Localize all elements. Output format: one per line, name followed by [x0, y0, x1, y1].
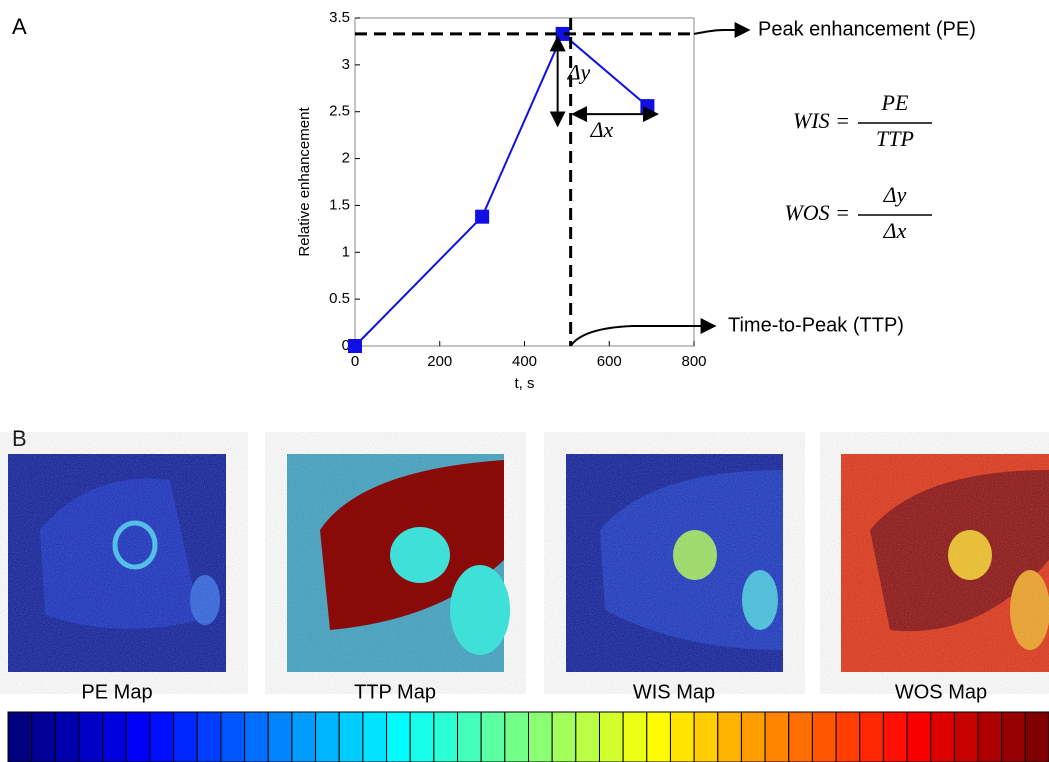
colorbar-segment	[646, 711, 671, 762]
colorbar-segment	[1024, 711, 1049, 762]
colorbar-segment	[504, 711, 530, 762]
data-point	[348, 339, 362, 353]
colorbar-segment	[409, 711, 435, 762]
colorbar-segment	[882, 711, 908, 762]
colorbar-segment	[859, 711, 884, 762]
panel-label: B	[12, 426, 27, 451]
y-axis-label: Relative enhancement	[296, 107, 313, 257]
formula-lhs: WIS =	[793, 108, 850, 133]
ttp-annotation: Time-to-Peak (TTP)	[728, 314, 904, 336]
colorbar-segment	[906, 711, 932, 762]
colorbar-segment	[1001, 711, 1026, 762]
colorbar-segment	[764, 711, 790, 762]
colorbar-segment	[953, 711, 979, 762]
formula-lhs: WOS =	[784, 200, 850, 225]
x-tick-label: 0	[351, 353, 359, 370]
x-tick-label: 200	[427, 353, 452, 370]
wos-map-image	[841, 454, 1049, 672]
colorbar-segment	[173, 711, 198, 762]
colorbar-segment	[291, 711, 317, 762]
colorbar-segment	[528, 711, 553, 762]
maps	[8, 454, 1049, 672]
colorbar-segment	[125, 711, 151, 762]
colorbar-segment	[811, 711, 837, 762]
dx-label: Δx	[590, 117, 614, 142]
colorbar-segment	[788, 711, 813, 762]
wis-map-image	[566, 454, 783, 672]
formula-denominator: Δx	[883, 218, 907, 243]
series-line	[354, 32, 649, 347]
colorbar-segment	[102, 711, 127, 762]
panel-label: A	[12, 14, 27, 39]
y-tick-label: 1	[342, 243, 350, 260]
colorbar-segment	[433, 711, 459, 762]
colorbar-segment	[31, 711, 56, 762]
data-point	[475, 209, 490, 224]
pe-callout	[693, 22, 751, 38]
colorbar-segment	[622, 711, 648, 762]
colorbar-segment	[78, 711, 104, 762]
colorbar-segment	[149, 711, 175, 762]
colorbar-segment	[362, 711, 388, 762]
colorbar-segment	[740, 711, 766, 762]
colorbar-segment	[196, 711, 222, 762]
x-axis-label: t, s	[514, 375, 534, 392]
y-tick-label: 0.5	[329, 290, 350, 307]
colorbar-segment	[244, 711, 269, 762]
colorbar-segment	[575, 711, 600, 762]
colorbar-segment	[551, 711, 577, 762]
map-label: WOS Map	[895, 681, 987, 703]
colorbar-segment	[480, 711, 506, 762]
colorbar-segment	[598, 711, 624, 762]
colorbar-segment	[220, 711, 246, 762]
plot-frame	[354, 17, 695, 347]
colorbar-segment	[977, 711, 1003, 762]
dy-label: Δy	[567, 59, 591, 84]
x-tick-label: 600	[597, 353, 622, 370]
y-tick-label: 2	[342, 150, 350, 167]
colorbar-segment	[930, 711, 955, 762]
ttp-map-image	[287, 454, 510, 672]
formula-numerator: Δy	[883, 182, 907, 207]
colorbar-segment	[7, 711, 33, 762]
colorbar-segment	[267, 711, 293, 762]
map-label: TTP Map	[354, 681, 436, 703]
pe-annotation: Peak enhancement (PE)	[758, 18, 976, 40]
formula-denominator: TTP	[876, 126, 914, 151]
colorbar-segment	[54, 711, 80, 762]
colorbar-segment	[717, 711, 742, 762]
formula-numerator: PE	[881, 90, 909, 115]
y-tick-label: 0	[342, 337, 350, 354]
colorbar-segment	[693, 711, 719, 762]
colorbar-segment	[835, 711, 861, 762]
colorbar-segment	[338, 711, 364, 762]
colorbar-segment	[315, 711, 340, 762]
map-label: PE Map	[81, 681, 152, 703]
y-tick-label: 2.5	[329, 103, 350, 120]
x-tick-label: 400	[512, 353, 537, 370]
y-tick-label: 1.5	[329, 196, 350, 213]
colorbar-segment	[669, 711, 695, 762]
ttp-callout	[569, 318, 717, 347]
y-tick-label: 3	[342, 56, 350, 73]
pe-map-image	[8, 454, 226, 672]
data-point	[640, 99, 655, 114]
y-tick-label: 3.5	[329, 9, 350, 26]
colorbar-segment	[386, 711, 411, 762]
x-tick-label: 800	[681, 353, 706, 370]
colorbar	[7, 711, 1049, 762]
map-label: WIS Map	[633, 681, 715, 703]
colorbar-segment	[457, 711, 482, 762]
